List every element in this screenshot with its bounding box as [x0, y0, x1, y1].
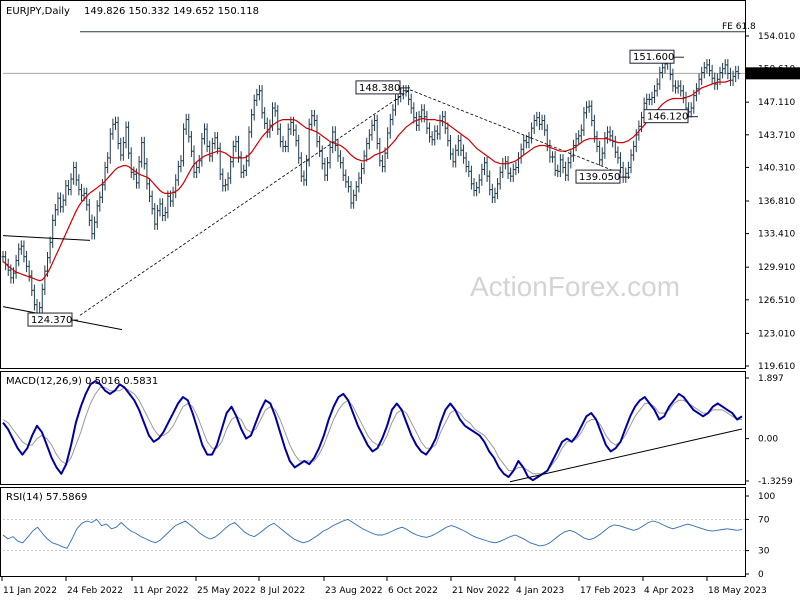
last-price-label: 150.118 — [759, 69, 796, 79]
price-label: 151.600 — [633, 52, 674, 63]
y-tick-label: 136.810 — [758, 197, 795, 207]
macd-line — [2, 380, 743, 482]
y-tick-label: 129.910 — [758, 263, 795, 273]
x-tick-label: 11 Apr 2022 — [133, 586, 189, 596]
fib-label: FE 61.8 — [722, 22, 756, 32]
y-tick-label: 126.510 — [758, 296, 795, 306]
axis-layer: 154.010150.610147.110143.710140.310136.8… — [1, 32, 800, 596]
macd-panel — [0, 371, 746, 485]
y-tick-label: 147.110 — [758, 98, 795, 108]
rsi-line — [2, 518, 743, 549]
x-tick-label: 4 Jan 2023 — [516, 586, 564, 596]
rsi-y-tick-label: 0 — [758, 570, 764, 580]
x-tick-label: 6 Oct 2022 — [388, 586, 438, 596]
x-tick-label: 21 Nov 2022 — [452, 586, 510, 596]
symbol-title: EURJPY,Daily — [6, 6, 70, 17]
y-tick-label: 123.010 — [758, 329, 795, 339]
y-tick-label: 154.010 — [758, 32, 795, 42]
x-tick-label: 24 Feb 2022 — [67, 586, 123, 596]
sma-line — [2, 79, 731, 282]
macd-layer — [2, 380, 743, 483]
dashed-fall-line — [409, 89, 621, 174]
x-tick-label: 23 Aug 2022 — [325, 586, 383, 596]
x-tick-label: 17 Feb 2023 — [580, 586, 636, 596]
y-tick-label: 140.310 — [758, 163, 795, 173]
last-price-tag — [746, 67, 800, 80]
x-tick-label: 25 May 2022 — [197, 586, 256, 596]
rsi-y-tick-label: 100 — [758, 492, 775, 502]
price-label: 124.370 — [31, 315, 72, 326]
rsi-layer — [2, 518, 745, 551]
dashed-rise-line — [79, 89, 411, 316]
y-tick-label: 133.410 — [758, 230, 795, 240]
rsi-label: RSI(14) 57.5869 — [6, 492, 87, 503]
y-tick-label: 143.710 — [758, 131, 795, 141]
price-label: 146.120 — [647, 112, 688, 123]
rsi-panel — [0, 487, 746, 577]
macd-y-tick-label: -1.3259 — [758, 477, 793, 487]
trendline-upper-left — [2, 235, 91, 241]
watermark: ActionForex.com — [470, 271, 680, 302]
ohlc-readout: 149.826 150.332 149.652 150.118 — [84, 6, 259, 17]
price-label: 139.050 — [579, 172, 620, 183]
macd-y-tick-label: 1.897 — [758, 374, 784, 384]
macd-label: MACD(12,26,9) 0.5016 0.5831 — [6, 376, 158, 387]
price-label: 148.380 — [359, 83, 400, 94]
main-panel — [0, 0, 746, 369]
main-price-layer: FE 61.8 124.370 148.380 139.050 146.120 151.6… — [1, 22, 756, 331]
y-tick-label: 119.610 — [758, 362, 795, 372]
rsi-y-tick-label: 30 — [758, 547, 770, 557]
rsi-y-tick-label: 70 — [758, 515, 770, 525]
macd-y-tick-label: 0.00 — [758, 435, 778, 445]
x-tick-label: 4 Apr 2023 — [644, 586, 694, 596]
macd-trendline — [509, 428, 743, 483]
x-tick-label: 18 May 2023 — [708, 586, 767, 596]
x-tick-label: 8 Jul 2022 — [260, 586, 305, 596]
x-tick-label: 11 Jan 2022 — [3, 586, 57, 596]
